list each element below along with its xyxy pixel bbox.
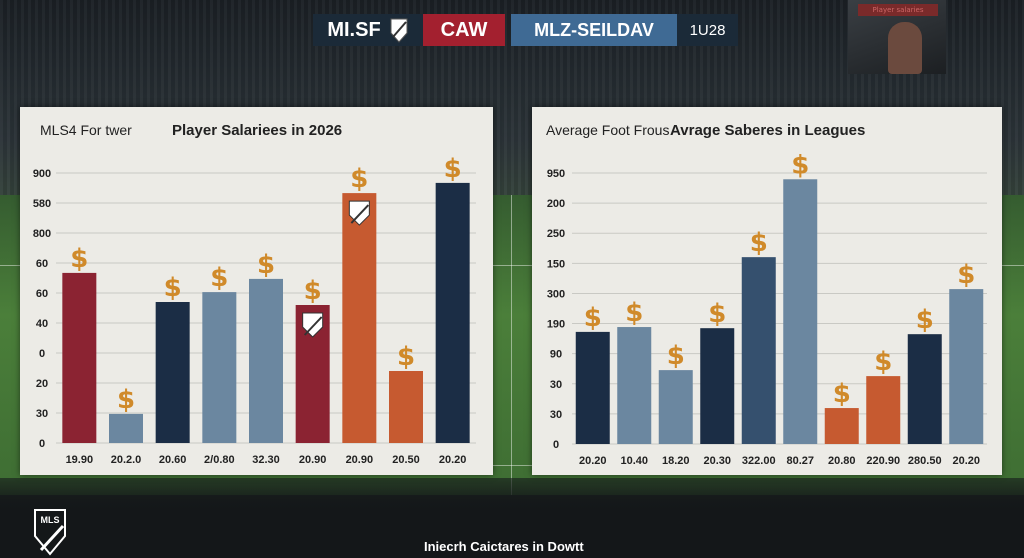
dollar-icon: $ xyxy=(916,305,934,335)
chart-panel-player-salaries: MLS4 For twer Player Salariees in 2026 0… xyxy=(20,107,493,475)
bar xyxy=(783,179,818,444)
y-tick-label: 580 xyxy=(33,198,51,210)
bar xyxy=(741,257,776,444)
bar xyxy=(202,292,237,443)
dollar-icon: $ xyxy=(708,299,726,329)
y-tick-label: 90 xyxy=(550,349,562,361)
bar xyxy=(949,289,984,444)
mls-logo: MLS xyxy=(34,509,66,556)
x-tick-label: 10.40 xyxy=(620,455,648,467)
y-tick-label: 250 xyxy=(547,228,565,240)
y-tick-label: 200 xyxy=(547,198,565,210)
bar xyxy=(700,328,735,444)
x-tick-label: 80.27 xyxy=(786,455,814,467)
mls-shield-icon xyxy=(390,18,408,43)
dollar-icon: $ xyxy=(667,341,685,371)
y-tick-label: 40 xyxy=(36,318,48,330)
x-tick-label: 322.00 xyxy=(742,455,776,467)
x-tick-label: 20.20 xyxy=(439,454,467,466)
y-tick-label: 900 xyxy=(33,168,51,180)
y-tick-label: 0 xyxy=(553,439,559,451)
video-scoreboard: Player salaries xyxy=(848,0,946,74)
y-tick-label: 190 xyxy=(547,319,565,331)
dollar-icon: $ xyxy=(584,303,602,333)
y-axis-label: MLS4 For twer xyxy=(40,122,132,138)
x-tick-label: 20.20 xyxy=(952,455,980,467)
svg-text:MLS: MLS xyxy=(41,515,60,525)
y-tick-label: 300 xyxy=(547,288,565,300)
x-tick-label: 20.80 xyxy=(828,455,856,467)
x-tick-label: 2/0.80 xyxy=(204,454,235,466)
x-tick-label: 20.50 xyxy=(392,454,420,466)
crowd xyxy=(0,478,1024,558)
bar xyxy=(109,413,143,443)
y-tick-label: 950 xyxy=(547,168,565,180)
bar xyxy=(866,376,901,444)
banner-red: CAW xyxy=(423,14,505,46)
bar xyxy=(824,408,859,444)
chart-plot: 0 30 20 0 40 60 60 800 580 900 $19.90 $20.2.0 $20.60… xyxy=(33,154,476,466)
y-tick-label: 0 xyxy=(39,438,45,450)
dollar-icon: $ xyxy=(833,379,851,409)
scoreboard-text: Player salaries xyxy=(858,4,938,16)
mls-badge-icon xyxy=(302,312,324,338)
dollar-icon: $ xyxy=(350,164,368,194)
bar xyxy=(62,272,97,443)
x-tick-label: 19.90 xyxy=(66,454,94,466)
banner-left-text: MI.SF xyxy=(327,18,381,41)
dollar-icon: $ xyxy=(70,244,88,274)
chart-title: Player Salariees in 2026 xyxy=(172,122,343,139)
chart-title: Avrage Saberes in Leagues xyxy=(670,122,866,139)
y-tick-label: 30 xyxy=(550,409,562,421)
chart-plot: 0 30 30 90 190 300 150 250 200 950 $20.20 $10.40 $18… xyxy=(547,150,987,467)
dollar-icon: $ xyxy=(750,228,768,258)
bar xyxy=(907,334,942,444)
dollar-icon: $ xyxy=(791,150,809,180)
chart-panel-average-salaries: Average Foot Frous Avrage Saberes in Lea… xyxy=(532,107,1002,475)
banner-blue: MLZ-SEILDAV xyxy=(511,14,677,46)
dollar-icon: $ xyxy=(304,276,322,306)
y-tick-label: 20 xyxy=(36,378,48,390)
x-tick-label: 20.2.0 xyxy=(111,454,142,466)
banner-right: 1U28 xyxy=(677,14,738,46)
x-tick-label: 32.30 xyxy=(252,454,280,466)
x-tick-label: 20.30 xyxy=(703,455,731,467)
bar xyxy=(617,327,652,444)
bar xyxy=(575,331,610,444)
bar xyxy=(435,182,470,443)
y-tick-label: 800 xyxy=(33,228,51,240)
bar xyxy=(658,370,693,444)
dollar-icon: $ xyxy=(874,347,892,377)
y-tick-label: 150 xyxy=(547,258,565,270)
y-tick-label: 0 xyxy=(39,348,45,360)
dollar-icon: $ xyxy=(957,260,975,290)
footer-caption: Iniecrh Caictares in Dowtt xyxy=(424,539,584,554)
x-tick-label: 220.90 xyxy=(866,455,900,467)
x-tick-label: 20.90 xyxy=(346,454,374,466)
y-axis-label: Average Foot Frous xyxy=(546,122,670,138)
x-tick-label: 20.60 xyxy=(159,454,187,466)
dollar-icon: $ xyxy=(444,154,462,184)
y-tick-label: 30 xyxy=(36,408,48,420)
dollar-icon: $ xyxy=(625,298,643,328)
bar xyxy=(249,278,283,443)
dollar-icon: $ xyxy=(397,342,415,372)
x-tick-label: 18.20 xyxy=(662,455,690,467)
bar xyxy=(389,371,423,443)
dollar-icon: $ xyxy=(257,250,275,280)
x-tick-label: 20.90 xyxy=(299,454,327,466)
dollar-icon: $ xyxy=(164,273,182,303)
y-tick-label: 60 xyxy=(36,288,48,300)
banner-left: MI.SF xyxy=(313,14,423,46)
bar xyxy=(155,302,190,443)
x-tick-label: 280.50 xyxy=(908,455,942,467)
y-tick-label: 30 xyxy=(550,379,562,391)
x-tick-label: 20.20 xyxy=(579,455,607,467)
dollar-icon: $ xyxy=(210,263,228,293)
y-tick-label: 60 xyxy=(36,258,48,270)
dollar-icon: $ xyxy=(117,385,135,415)
mls-badge-icon xyxy=(348,200,370,226)
bar xyxy=(342,193,377,443)
